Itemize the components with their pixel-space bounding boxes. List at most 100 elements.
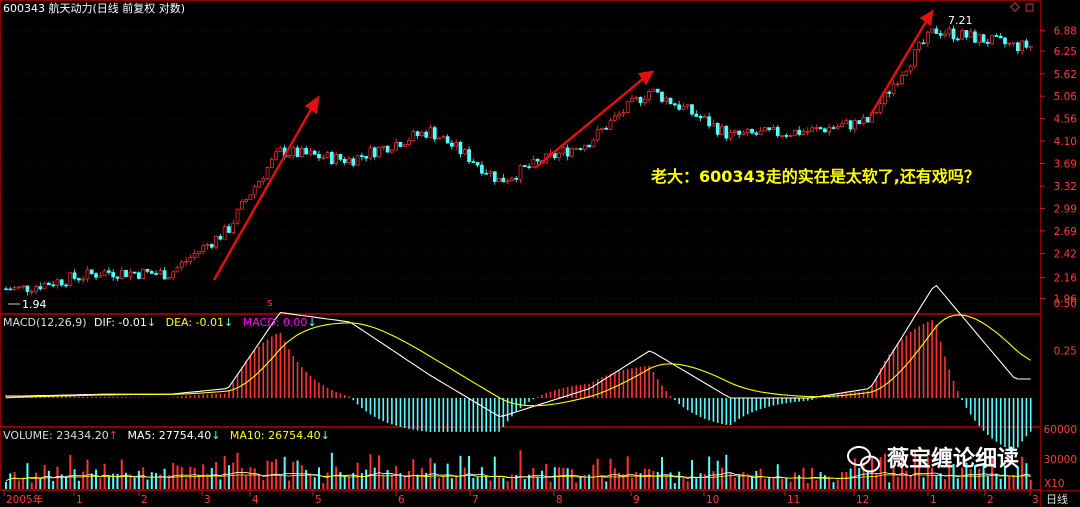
candle-body — [355, 155, 360, 166]
candle-body — [831, 127, 836, 129]
trend-arrow-3-head — [919, 9, 934, 27]
x-tick-label: 7 — [472, 494, 479, 506]
candle-body — [531, 158, 536, 168]
candle-body — [244, 199, 248, 202]
candle-body — [501, 177, 506, 183]
candle-body — [878, 103, 883, 113]
x-tick-label: 2005年 — [6, 493, 43, 506]
macd-tick-label: 0.25 — [1054, 346, 1077, 358]
candle-body — [424, 131, 429, 138]
candle-body — [642, 98, 647, 104]
candle-body — [248, 194, 253, 200]
candle-body — [265, 167, 270, 180]
candle-body — [484, 172, 489, 175]
candlestick-series — [4, 25, 1033, 296]
candle-body — [17, 286, 21, 289]
candle-body — [840, 123, 844, 127]
candle-body — [968, 31, 973, 38]
candle-body — [844, 120, 849, 125]
candle-body — [938, 33, 943, 36]
macd-tick-label: 0.50 — [1054, 298, 1077, 310]
candle-body — [848, 120, 853, 130]
candle-body — [488, 171, 493, 174]
candle-body — [347, 158, 351, 164]
candle-body — [372, 147, 377, 158]
candle-body — [720, 125, 724, 135]
x-tick-label: 1 — [76, 494, 83, 506]
candle-body — [913, 48, 917, 67]
candle-body — [192, 253, 197, 258]
trend-arrow-2 — [534, 77, 645, 169]
candle-body — [578, 148, 583, 150]
candle-body — [861, 117, 866, 125]
candle-body — [85, 269, 90, 280]
price-tick-label: 5.06 — [1054, 91, 1078, 103]
candle-body — [955, 38, 960, 41]
candle-body — [145, 268, 150, 272]
candle-body — [68, 272, 73, 286]
candle-body — [167, 277, 171, 280]
x-axis: 2005年 1 2 3 4 5 6 7 8 9 10 11 12 1 2 3 — [3, 490, 1039, 506]
candle-body — [338, 154, 343, 160]
candle-body — [420, 131, 424, 136]
x-tick-label: 6 — [398, 494, 405, 506]
candle-body — [1003, 37, 1007, 45]
candle-body — [252, 186, 257, 196]
candle-body — [415, 131, 420, 136]
candle-body — [767, 127, 772, 131]
candle-body — [325, 152, 330, 158]
candle-body — [8, 288, 13, 291]
candle-body — [295, 147, 300, 157]
candle-body — [287, 155, 291, 158]
candle-body — [269, 158, 274, 168]
candle-body — [351, 158, 356, 166]
candle-body — [330, 152, 334, 165]
candle-body — [711, 123, 716, 127]
candle-body — [239, 200, 244, 210]
candle-body — [973, 31, 977, 43]
candle-body — [552, 153, 557, 159]
price-tick-label: 4.56 — [1054, 113, 1078, 125]
candle-body — [763, 127, 767, 132]
candle-body — [1020, 40, 1024, 52]
volume-legend: VOLUME: 23434.20↑ MA5: 27754.40↓ MA10: 2… — [3, 429, 330, 442]
candle-body — [38, 286, 43, 290]
candle-body — [874, 111, 879, 114]
candle-body — [21, 285, 25, 288]
candle-body — [47, 282, 51, 286]
candle-body — [1028, 45, 1033, 48]
candle-body — [994, 35, 999, 37]
candle-body — [1024, 40, 1029, 48]
candle-body — [895, 83, 900, 86]
candle-body — [124, 269, 128, 278]
candle-body — [801, 131, 806, 135]
price-tick-label: 2.69 — [1054, 226, 1077, 238]
price-axis-ticks: 6.88 6.25 5.62 5.06 4.56 4.10 3.69 3.32 2.99 2.69… — [1040, 26, 1078, 305]
candle-body — [672, 103, 677, 106]
x-tick-label: 5 — [315, 494, 322, 506]
dea-line — [5, 314, 1031, 407]
price-tick-label: 6.25 — [1054, 46, 1077, 58]
x-tick-label: 1 — [930, 494, 937, 506]
candle-body — [728, 132, 733, 139]
candle-body — [934, 28, 939, 34]
candle-body — [604, 127, 609, 130]
candle-body — [29, 290, 34, 293]
candle-body — [205, 244, 210, 247]
candle-body — [197, 251, 201, 254]
candle-body — [865, 117, 870, 123]
price-tick-label: 3.32 — [1054, 181, 1077, 193]
candle-body — [72, 272, 77, 279]
candle-body — [188, 257, 193, 262]
x-tick-label: 3 — [1032, 494, 1039, 506]
candle-body — [1007, 42, 1012, 45]
candle-body — [235, 208, 240, 224]
candle-body — [505, 180, 510, 183]
macd-axis-ticks: 0.50 0.25 — [0, 298, 1077, 358]
candle-body — [754, 132, 759, 135]
window-controls-icon[interactable] — [1010, 2, 1034, 12]
candle-body — [737, 130, 742, 135]
price-tick-label: 2.16 — [1054, 273, 1078, 285]
